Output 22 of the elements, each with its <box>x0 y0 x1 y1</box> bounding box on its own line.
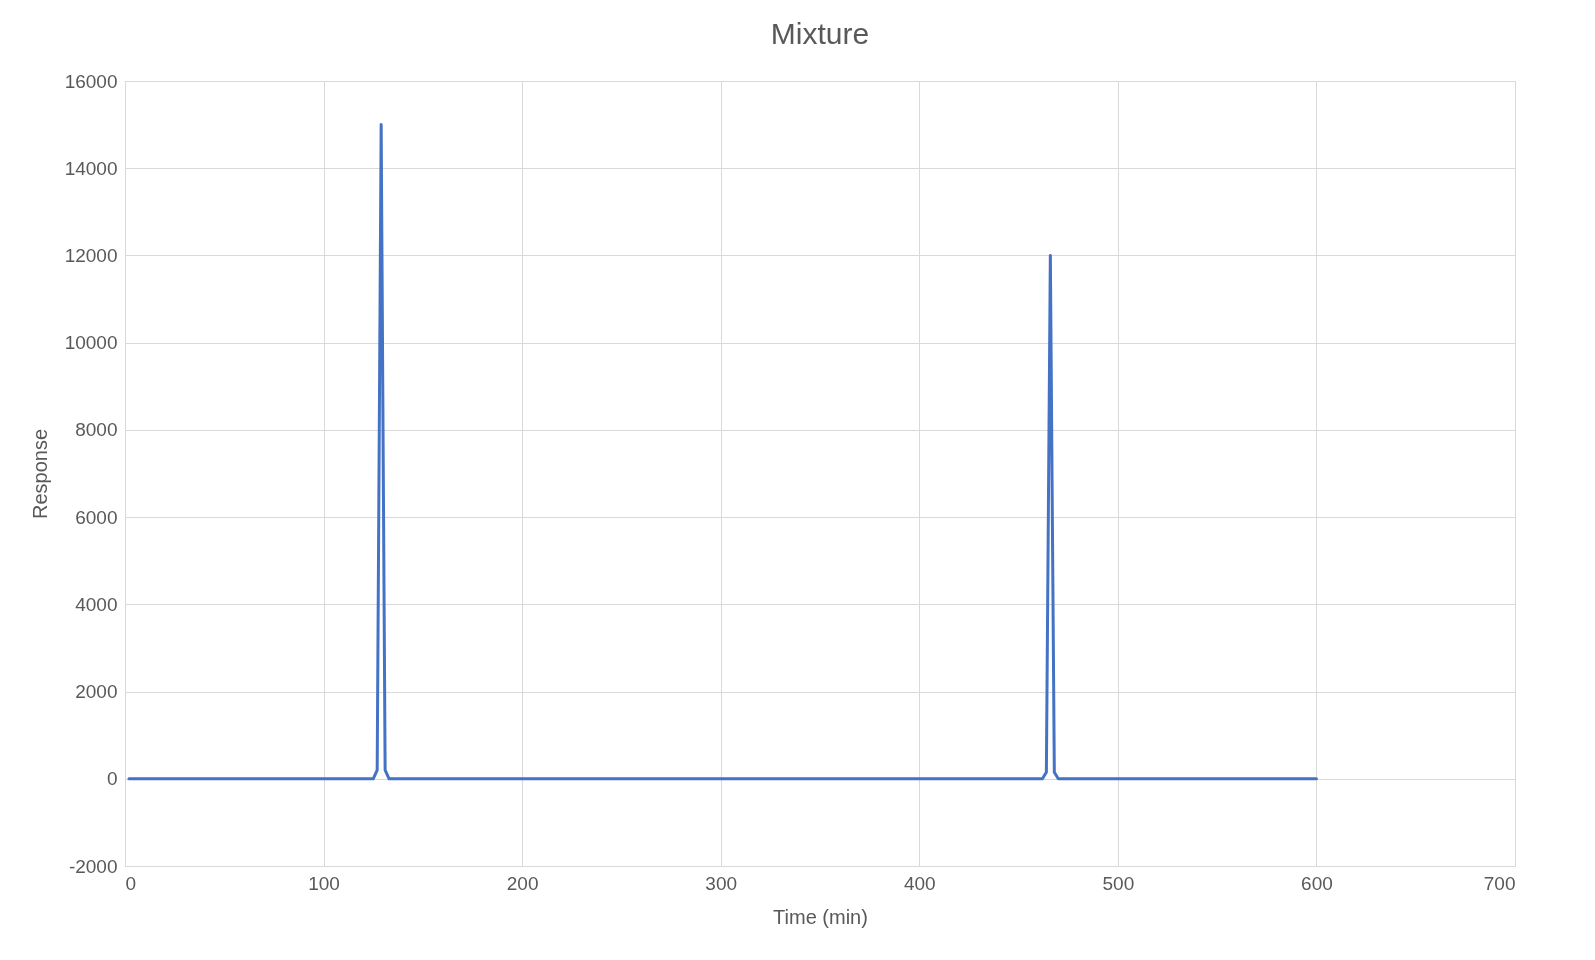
x-tick-label: 0 <box>125 872 137 894</box>
x-tick-label: 300 <box>705 872 738 894</box>
x-tick-label: 700 <box>1483 872 1516 894</box>
y-tick-label: 0 <box>106 768 118 790</box>
y-axis-title: Response <box>28 428 51 520</box>
y-tick-label: 8000 <box>75 419 118 441</box>
y-tick-label: 4000 <box>75 593 118 615</box>
x-tick-label: 200 <box>506 872 539 894</box>
y-tick-label: 16000 <box>64 70 118 92</box>
y-tick-label: 12000 <box>64 244 118 266</box>
y-tick-label: 14000 <box>64 157 118 179</box>
y-tick-label: -2000 <box>68 855 118 877</box>
x-axis-title: Time (min) <box>773 905 868 928</box>
y-tick-label: 2000 <box>75 681 118 703</box>
x-tick-label: 600 <box>1301 872 1333 894</box>
x-tick-label: 500 <box>1102 872 1135 894</box>
x-tick-label: 400 <box>903 872 936 894</box>
y-tick-label: 10000 <box>64 332 118 354</box>
y-tick-label: 6000 <box>75 506 118 528</box>
line-series <box>127 123 1318 781</box>
x-tick-label: 100 <box>308 872 340 894</box>
chart-title: Mixture <box>770 17 870 50</box>
